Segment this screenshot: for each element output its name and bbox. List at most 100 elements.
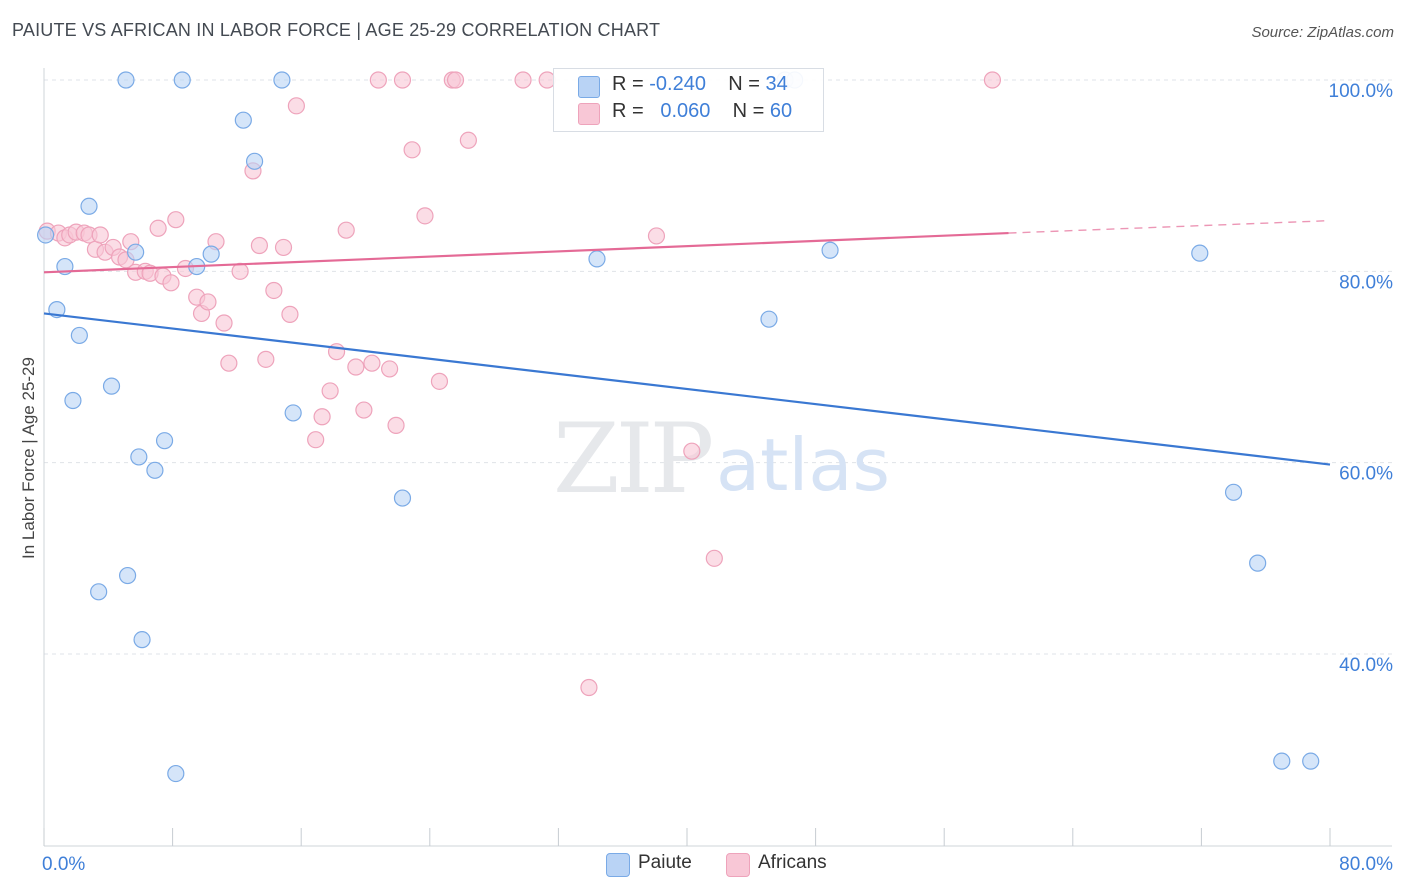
- paiute-point: [80, 197, 98, 215]
- africans-point: [580, 678, 598, 697]
- paiute-legend-swatch: [606, 853, 630, 877]
- africans-point: [167, 211, 185, 229]
- trend-lines: [43, 219, 1331, 466]
- legend-r-value: -0.240: [649, 73, 706, 95]
- africans-point: [231, 262, 249, 280]
- africans-point: [337, 221, 355, 239]
- africans-trend-extension: [1008, 219, 1331, 234]
- africans-point: [162, 274, 180, 292]
- x-tick-label: 80.0%: [1339, 854, 1393, 875]
- watermark-zip: ZIP: [553, 403, 712, 515]
- data-points: [37, 71, 1320, 783]
- africans-point: [307, 431, 325, 449]
- paiute-point: [146, 461, 164, 479]
- legend-n-label: N =: [728, 73, 766, 95]
- paiute-point: [273, 71, 291, 89]
- paiute-swatch: [578, 76, 600, 98]
- paiute-point: [173, 71, 191, 89]
- africans-point: [647, 227, 666, 245]
- paiute-point: [167, 764, 185, 783]
- africans-point: [387, 416, 405, 434]
- paiute-point: [37, 226, 55, 244]
- paiute-point: [118, 566, 137, 585]
- africans-swatch: [578, 103, 600, 125]
- legend-n-label: N =: [732, 100, 770, 122]
- x-tick-label: 0.0%: [42, 854, 85, 875]
- paiute-point: [1224, 483, 1243, 501]
- africans-point: [416, 207, 434, 225]
- y-tick-label: 80.0%: [1339, 272, 1393, 293]
- paiute-trend-line: [43, 312, 1331, 466]
- paiute-point: [393, 489, 412, 507]
- africans-point: [274, 238, 293, 257]
- y-tick-label: 100.0%: [1329, 81, 1394, 102]
- africans-point: [91, 226, 109, 244]
- africans-point: [199, 293, 217, 311]
- africans-legend-swatch: [726, 853, 750, 877]
- paiute-point: [1302, 752, 1320, 770]
- y-tick-label: 40.0%: [1339, 655, 1393, 676]
- africans-point: [705, 549, 723, 567]
- paiute-point: [155, 432, 174, 450]
- africans-point: [403, 141, 421, 159]
- africans-point: [287, 97, 305, 115]
- legend-r-label: R =: [612, 73, 650, 95]
- tick-labels: 100.0% 80.0% 60.0% 40.0% 0.0% 80.0%: [42, 81, 1393, 875]
- africans-point: [430, 372, 449, 390]
- africans-point: [265, 281, 283, 300]
- paiute-point: [245, 152, 264, 170]
- paiute-point: [90, 583, 108, 601]
- paiute-point: [127, 243, 145, 261]
- watermark-atlas: atlas: [716, 423, 890, 507]
- africans-point: [983, 71, 1002, 89]
- legend-r-label: R =: [612, 100, 650, 122]
- africans-point: [459, 131, 477, 149]
- paiute-point: [133, 631, 151, 649]
- paiute-point: [202, 245, 220, 263]
- paiute-point: [1249, 554, 1267, 572]
- africans-point: [393, 71, 412, 89]
- legend-n-value: 60: [769, 100, 793, 122]
- chart-title: PAIUTE VS AFRICAN IN LABOR FORCE | AGE 2…: [12, 20, 661, 40]
- paiute-point: [1273, 752, 1291, 770]
- africans-point: [321, 382, 339, 400]
- axes: [43, 68, 1392, 847]
- paiute-point: [760, 310, 778, 328]
- africans-point: [363, 354, 381, 372]
- africans-point: [347, 358, 365, 376]
- africans-legend-label: Africans: [758, 852, 827, 873]
- paiute-point: [64, 391, 82, 410]
- africans-point: [446, 71, 465, 89]
- legend-n-value: 34: [765, 73, 788, 95]
- y-axis-label: In Labor Force | Age 25-29: [19, 357, 38, 559]
- paiute-point: [1191, 244, 1209, 262]
- correlation-legend: R = -0.240 N = 34 R = 0.060 N = 60: [553, 68, 824, 132]
- africans-point: [514, 71, 532, 89]
- paiute-point: [284, 404, 302, 422]
- africans-point: [369, 71, 387, 89]
- paiute-point: [117, 71, 135, 89]
- africans-point: [257, 350, 275, 368]
- africans-point: [149, 219, 167, 237]
- paiute-point: [102, 377, 121, 395]
- series-legend: Paiute Africans: [0, 852, 1406, 878]
- africans-point: [381, 360, 399, 378]
- africans-point: [683, 442, 701, 460]
- y-tick-label: 60.0%: [1339, 464, 1393, 485]
- africans-point: [220, 354, 238, 372]
- paiute-point: [588, 250, 606, 268]
- paiute-point: [70, 326, 88, 345]
- africans-point: [250, 236, 269, 255]
- source-label: Source: ZipAtlas.com: [1251, 24, 1394, 41]
- paiute-point: [234, 111, 252, 129]
- paiute-point: [821, 241, 839, 259]
- paiute-legend-label: Paiute: [638, 852, 692, 873]
- paiute-point: [130, 448, 148, 466]
- africans-point: [281, 305, 299, 323]
- africans-point: [355, 401, 373, 419]
- legend-r-value: 0.060: [660, 100, 711, 122]
- africans-point: [215, 314, 233, 332]
- africans-trend-line: [43, 231, 1009, 274]
- africans-point: [313, 408, 331, 426]
